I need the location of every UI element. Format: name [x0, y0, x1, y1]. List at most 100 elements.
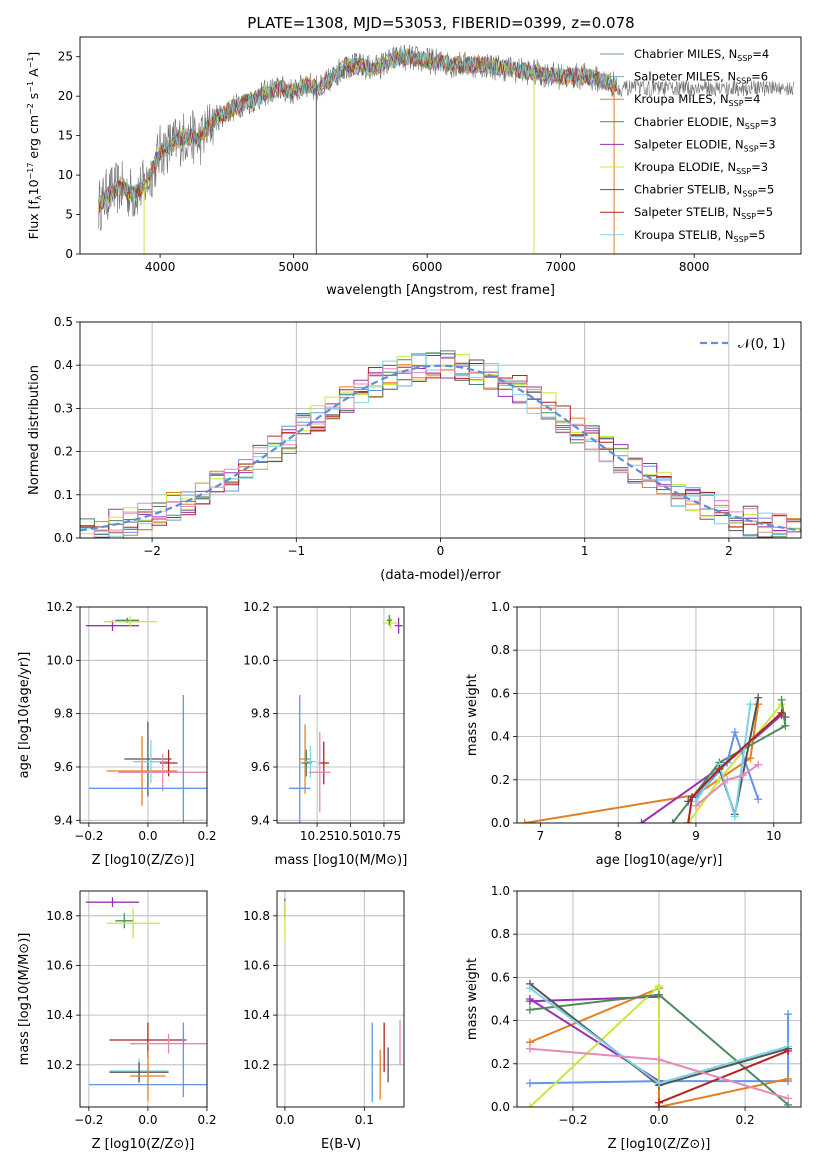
error-point	[130, 1033, 207, 1054]
plus-marker	[520, 819, 529, 823]
legend-subscript: SSP	[737, 54, 752, 63]
plus-marker	[754, 795, 763, 804]
legend-label: Salpeter ELODIE, NSSP=3	[634, 137, 776, 153]
y-tick-label: 25	[58, 50, 73, 64]
y-label-part: 10	[26, 179, 41, 195]
legend-suffix: =6	[751, 70, 768, 84]
y-tick-label: 10.8	[46, 909, 73, 923]
y-tick-label: 0.8	[491, 643, 510, 657]
y-tick-label: 1.0	[491, 600, 510, 614]
axes-frame	[79, 36, 802, 255]
x-tick-label: 0.0	[138, 1113, 157, 1127]
axes-frame	[79, 890, 208, 1108]
x-tick-label: 9	[692, 829, 700, 843]
x-tick-label: 10.25	[300, 829, 334, 843]
y-tick-label: 9.4	[251, 813, 270, 827]
plus-marker	[754, 693, 763, 702]
legend-suffix: =3	[760, 115, 777, 129]
plus-marker	[668, 819, 677, 823]
y-tick-label: 9.6	[251, 760, 270, 774]
y-axis-label: mass weight	[465, 674, 480, 756]
legend-label: Chabrier ELODIE, NSSP=3	[634, 115, 777, 131]
x-tick-label: 10	[766, 829, 781, 843]
y-tick-label: 0.0	[54, 531, 73, 545]
x-axis-label: E(B-V)	[321, 1137, 361, 1152]
y-tick-label: 10.6	[46, 958, 73, 972]
error-point	[124, 721, 172, 797]
x-tick-label: 7	[537, 829, 545, 843]
y-tick-label: 9.8	[251, 707, 270, 721]
y-label-part: s	[26, 93, 41, 104]
error-point	[85, 897, 140, 908]
chart-mass_vs_ebv: 0.0 0.1 10.2 10.4 10.6 10.8 E(B-V)	[243, 890, 405, 1152]
plus-marker	[781, 721, 790, 730]
axes-frame	[516, 890, 802, 1108]
y-tick-label: 9.4	[54, 813, 73, 827]
errorbars	[284, 898, 401, 1103]
legend-suffix: =5	[756, 205, 773, 219]
x-tick-label: −2	[143, 544, 161, 558]
x-axis-label: Z [log10(Z/Z⊙)]	[92, 853, 195, 868]
error-point	[394, 617, 403, 634]
y-tick-label: 9.6	[54, 760, 73, 774]
y-tick-label: 0.2	[491, 1057, 510, 1071]
y-tick-label: 0.2	[54, 445, 73, 459]
x-tick-label: 0.0	[649, 1113, 668, 1127]
y-label-part: −1	[26, 57, 35, 69]
error-point	[106, 736, 178, 806]
x-axis-label: Z [log10(Z/Z⊙)]	[92, 1137, 195, 1152]
y-tick-label: 10.6	[243, 958, 270, 972]
x-tick-label: −0.2	[558, 1113, 587, 1127]
plus-marker	[525, 1005, 534, 1014]
y-tick-label: 0.1	[54, 488, 73, 502]
x-axis-label: mass [log10(M/M⊙)]	[275, 853, 408, 868]
y-tick-label: 0.8	[491, 927, 510, 941]
y-label-part: −17	[26, 163, 35, 180]
x-tick-label: 0	[437, 544, 445, 558]
y-tick-label: 10.8	[243, 909, 270, 923]
x-axis-label: age [log10(age/yr)]	[596, 853, 723, 868]
plus-marker	[525, 995, 534, 1003]
plus-marker	[655, 1079, 663, 1088]
y-axis-label: mass weight	[465, 958, 480, 1040]
plus-marker	[777, 708, 786, 717]
error-point	[130, 1051, 166, 1101]
x-tick-label: 0.1	[355, 1113, 374, 1127]
x-tick-label: 4000	[145, 260, 176, 274]
y-tick-label: 0.5	[54, 315, 73, 329]
legend-subscript: SSP	[736, 77, 751, 86]
legend-suffix: =5	[749, 228, 766, 242]
weight-series	[695, 728, 760, 800]
legend-suffix: =4	[752, 47, 769, 61]
y-label-part: erg cm	[26, 115, 41, 163]
error-point	[386, 615, 392, 626]
x-axis-label: Z [log10(Z/Z⊙)]	[608, 1137, 711, 1152]
error-point	[109, 1062, 169, 1083]
plus-marker	[655, 1098, 663, 1107]
y-label-part: ]	[26, 52, 41, 57]
model-line	[98, 49, 618, 209]
axes-frame	[276, 890, 405, 1108]
plus-marker	[525, 1079, 534, 1088]
chart-mass_vs_Z: −0.2 0.0 0.2 10.2 10.4 10.6 10.8 Z [log10(Z/Z⊙)…	[17, 890, 217, 1152]
x-axis-label: wavelength [Angstrom, rest frame]	[326, 283, 555, 298]
axes-frame	[516, 606, 802, 824]
errorbars	[85, 897, 207, 1101]
legend-label: Chabrier STELIB, NSSP=5	[634, 183, 774, 199]
legend-subscript: SSP	[729, 99, 744, 108]
error-point	[299, 724, 311, 794]
chart-age_vs_Z: −0.2 0.0 0.2 9.4 9.6 9.8 10.0 10.2 Z [log10(Z/Z⊙…	[17, 600, 217, 868]
y-axis-label: mass [log10(M/M⊙)]	[17, 933, 32, 1066]
error-point	[115, 913, 134, 929]
y-tick-label: 0.3	[54, 401, 73, 415]
plus-marker	[655, 1055, 663, 1064]
y-tick-label: 0.6	[491, 970, 510, 984]
error-point	[382, 617, 399, 629]
y-axis-label: age [log10(age/yr)]	[17, 652, 32, 779]
y-tick-label: 0.6	[491, 686, 510, 700]
legend-label: Kroupa ELODIE, NSSP=3	[634, 160, 768, 176]
plus-marker	[525, 984, 534, 993]
